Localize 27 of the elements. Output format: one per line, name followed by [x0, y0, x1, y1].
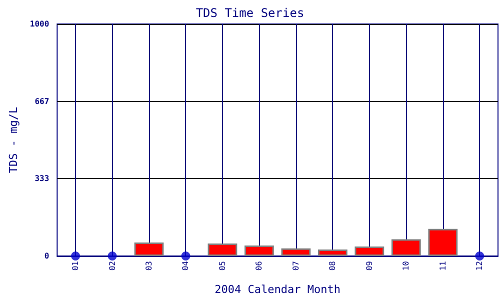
x-tick-label: 03: [144, 260, 154, 271]
bar: [354, 246, 384, 256]
y-tick-label: 667: [34, 96, 50, 106]
y-tick-label: 0: [44, 252, 50, 260]
x-tick-label: 06: [254, 260, 264, 271]
bar: [208, 243, 238, 256]
bar: [428, 228, 458, 256]
x-tick-label: 02: [108, 260, 117, 271]
y-tick-label: 1000: [30, 20, 50, 28]
chart-title: TDS Time Series: [196, 6, 304, 20]
x-tick-label: 11: [438, 260, 448, 271]
bar: [318, 250, 348, 256]
x-tick-label: 10: [402, 260, 411, 271]
bar: [244, 246, 274, 256]
x-axis-title: 2004 Calendar Month: [214, 283, 341, 296]
y-axis-title: TDS - mg/L: [7, 106, 20, 174]
x-tick-label: 07: [291, 260, 300, 271]
y-tick-label: 333: [34, 174, 50, 184]
x-tick-label: 12: [475, 260, 484, 271]
x-tick-label: 08: [328, 260, 338, 271]
x-tick-label: 01: [71, 260, 80, 271]
x-tick-label: 09: [364, 260, 374, 271]
x-tick-label: 05: [218, 260, 227, 271]
bar: [391, 239, 421, 256]
bar: [281, 248, 311, 256]
x-tick-label: 04: [181, 260, 190, 271]
bar: [134, 242, 164, 256]
